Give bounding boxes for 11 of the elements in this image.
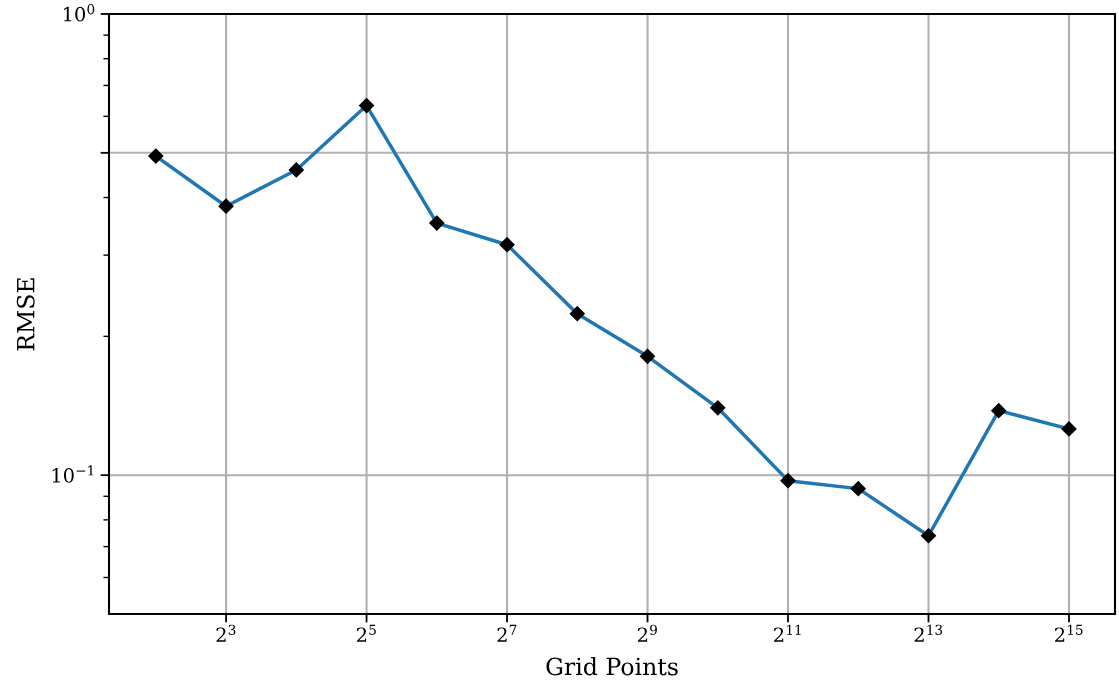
x-tick-label: 2$^{15}$ xyxy=(1055,624,1083,642)
x-tick-label: 2$^{13}$ xyxy=(914,624,943,642)
x-axis-title: Grid Points xyxy=(546,657,678,676)
y-axis-title: RMSE xyxy=(16,278,35,351)
y-tick-label: 10$^{−1}$ xyxy=(52,465,94,483)
y-tick-label: 10$^{0}$ xyxy=(63,4,95,22)
x-tick-label: 2$^{3}$ xyxy=(216,624,236,642)
x-tick-label: 2$^{11}$ xyxy=(774,624,801,642)
x-tick-label: 2$^{5}$ xyxy=(356,624,376,642)
x-tick-label: 2$^{9}$ xyxy=(637,624,657,642)
x-tick-label: 2$^{7}$ xyxy=(497,624,517,642)
